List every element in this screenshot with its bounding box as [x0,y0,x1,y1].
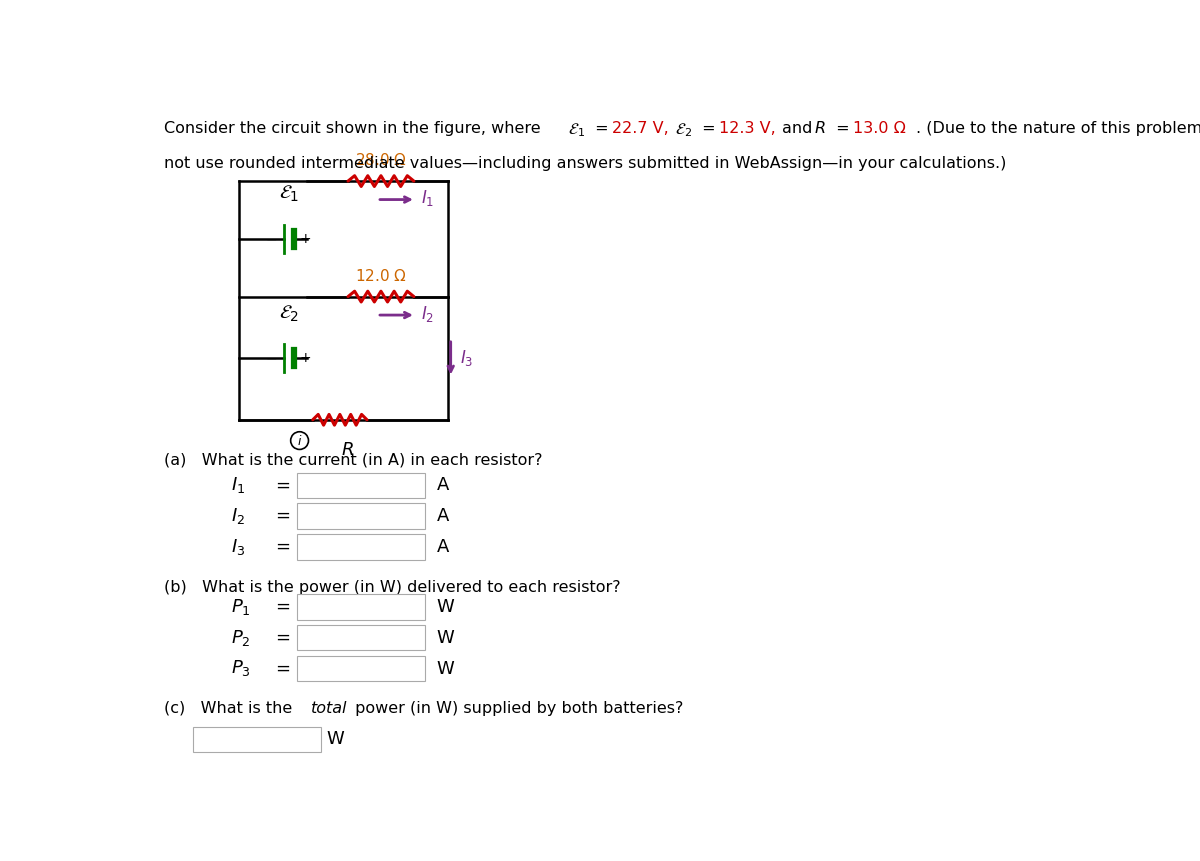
FancyBboxPatch shape [298,656,425,681]
Text: W: W [437,629,455,647]
FancyBboxPatch shape [298,594,425,620]
Text: Consider the circuit shown in the figure, where: Consider the circuit shown in the figure… [164,121,546,136]
Text: $I_2$: $I_2$ [232,506,246,526]
Text: 12.0 $\Omega$: 12.0 $\Omega$ [355,268,407,283]
Text: =: = [276,629,290,647]
Text: 12.3 V,: 12.3 V, [719,121,781,136]
Text: $I_1$: $I_1$ [421,188,434,208]
Text: $-$: $-$ [265,232,277,246]
FancyBboxPatch shape [298,504,425,529]
Text: $i$: $i$ [296,434,302,448]
Text: $-$: $-$ [265,351,277,365]
Text: A: A [437,538,449,556]
Text: $R$: $R$ [341,441,354,459]
FancyBboxPatch shape [298,473,425,498]
Text: $P_3$: $P_3$ [232,659,251,678]
Text: power (in W) supplied by both batteries?: power (in W) supplied by both batteries? [350,701,683,715]
Text: $\mathcal{E}_2$: $\mathcal{E}_2$ [676,121,692,139]
Text: R: R [815,121,826,136]
Text: $+$: $+$ [299,351,311,365]
Text: $I_2$: $I_2$ [421,304,434,324]
Text: =: = [276,598,290,616]
Text: 28.0 $\Omega$: 28.0 $\Omega$ [355,152,407,168]
Text: W: W [437,598,455,616]
Text: =: = [276,507,290,525]
Text: and: and [782,121,818,136]
Text: not use rounded intermediate values—including answers submitted in WebAssign—in : not use rounded intermediate values—incl… [164,157,1007,171]
FancyBboxPatch shape [298,625,425,650]
Text: =: = [276,538,290,556]
Text: $\mathcal{E}_1$: $\mathcal{E}_1$ [280,184,300,204]
Text: (c)   What is the: (c) What is the [164,701,298,715]
Text: total: total [311,701,348,715]
Text: =: = [276,476,290,494]
Text: $\mathcal{E}_1$: $\mathcal{E}_1$ [569,121,586,139]
Text: $P_1$: $P_1$ [232,597,251,616]
FancyBboxPatch shape [298,534,425,560]
Text: W: W [326,730,344,748]
Text: $P_2$: $P_2$ [232,628,251,647]
Text: W: W [437,660,455,678]
Text: $\mathcal{E}_2$: $\mathcal{E}_2$ [280,303,300,324]
Text: 13.0 Ω: 13.0 Ω [853,121,906,136]
Text: A: A [437,507,449,525]
Text: 22.7 V,: 22.7 V, [612,121,673,136]
Text: =: = [697,121,721,136]
Text: $+$: $+$ [299,232,311,246]
Text: =: = [832,121,854,136]
Text: (b)   What is the power (in W) delivered to each resistor?: (b) What is the power (in W) delivered t… [164,580,620,595]
Text: =: = [276,660,290,678]
Text: =: = [590,121,614,136]
FancyBboxPatch shape [193,727,320,752]
Text: $I_3$: $I_3$ [460,348,473,369]
Text: A: A [437,476,449,494]
Text: $I_1$: $I_1$ [232,475,246,495]
Text: $I_3$: $I_3$ [232,537,246,557]
Text: (a)   What is the current (in A) in each resistor?: (a) What is the current (in A) in each r… [164,452,542,468]
Text: . (Due to the nature of this problem, do: . (Due to the nature of this problem, do [917,121,1200,136]
